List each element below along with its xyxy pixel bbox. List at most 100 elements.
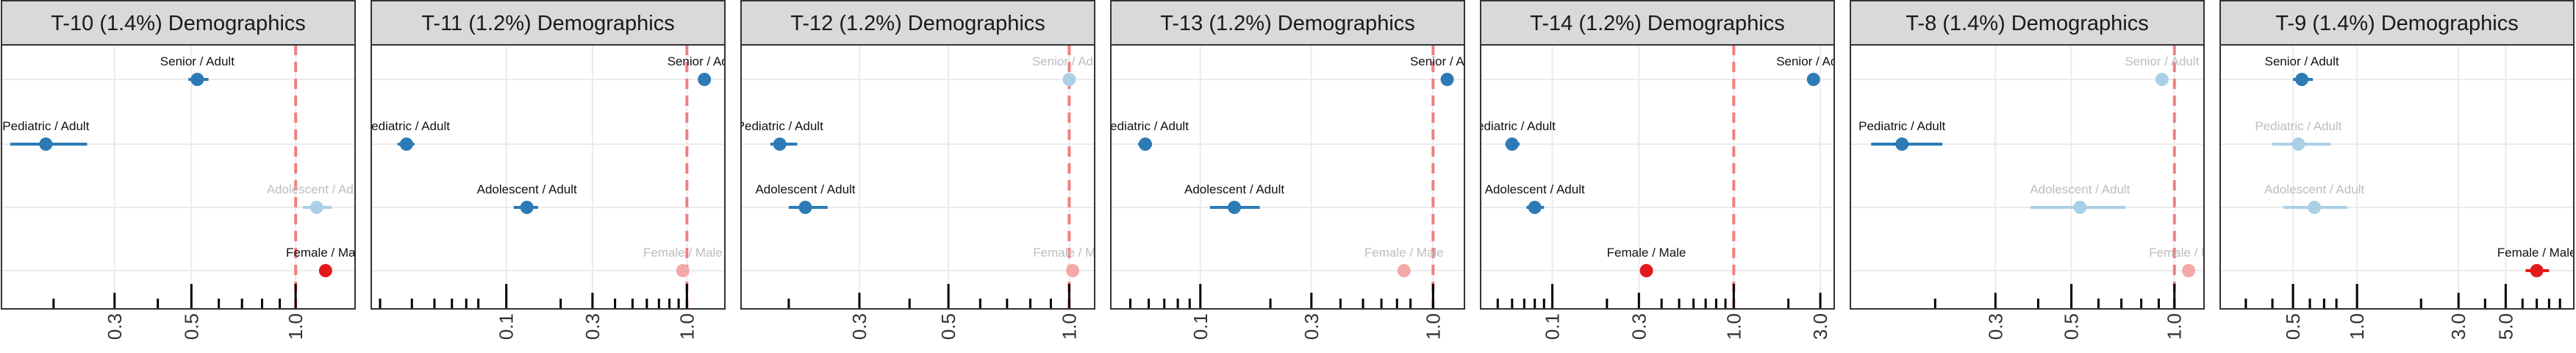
estimate-row: Female / Male	[2497, 246, 2574, 277]
estimate-row: Pediatric / Adult	[1858, 119, 1946, 151]
estimate-label: Female / Male	[1033, 246, 1112, 260]
estimate-row: Pediatric / Adult	[1469, 119, 1556, 151]
estimate-row: Adolescent / Adult	[2264, 182, 2364, 214]
plot-area: Senior / Adult Pediatric / Adult Adolescen…	[371, 45, 725, 309]
estimate-row: Senior / Adult	[1410, 54, 1484, 86]
x-tick-label: 1.0	[1422, 313, 1444, 340]
point-estimate	[1062, 73, 1076, 86]
estimate-row: Adolescent / Adult	[1184, 182, 1284, 214]
estimate-row: Senior / Adult	[2125, 54, 2200, 86]
plot-area: Senior / Adult Pediatric / Adult Adolescen…	[1, 45, 367, 309]
x-tick-label: 1.0	[2164, 313, 2186, 340]
estimate-row: Senior / Adult	[1032, 54, 1106, 86]
estimate-row: Adolescent / Adult	[477, 182, 577, 214]
estimate-label: Female / Male	[2149, 246, 2228, 260]
point-estimate	[1528, 201, 1542, 214]
x-tick-label: 0.5	[937, 313, 959, 340]
point-estimate	[1228, 201, 1242, 214]
panel-title: T-9 (1.4%) Demographics	[2275, 12, 2518, 35]
point-estimate	[190, 73, 204, 86]
x-tick-label: 0.5	[2282, 313, 2304, 340]
estimate-row: Female / Male	[1364, 246, 1444, 277]
point-estimate	[1440, 73, 1454, 86]
point-estimate	[39, 138, 53, 151]
point-estimate	[1505, 138, 1519, 151]
x-tick-label: 1.0	[676, 313, 698, 340]
panel-6: T-8 (1.4%) Demographics Senior / Adult Ped…	[1850, 0, 2228, 340]
estimate-row: Senior / Adult	[668, 54, 725, 86]
panel-1: T-10 (1.4%) Demographics Senior / Adult Pe…	[1, 0, 367, 340]
point-estimate	[1138, 138, 1152, 151]
point-estimate	[2155, 73, 2169, 86]
panel-strip	[1850, 0, 2205, 46]
estimate-row: Senior / Adult	[2264, 54, 2339, 86]
panel-strip	[2219, 0, 2575, 46]
panel-strip	[1110, 0, 1465, 46]
panel-border	[1, 44, 356, 310]
estimate-label: Senior / Adult	[1776, 54, 1850, 68]
point-estimate	[2182, 264, 2196, 277]
estimate-label: Pediatric / Adult	[2255, 119, 2341, 133]
panel-title: T-10 (1.4%) Demographics	[51, 12, 306, 35]
estimate-label: Senior / Adult	[1032, 54, 1106, 68]
estimate-row: Pediatric / Adult	[371, 119, 450, 151]
estimate-label: Adolescent / Adult	[267, 182, 367, 196]
x-tick-label: 5.0	[2494, 313, 2516, 340]
point-estimate	[698, 73, 712, 86]
estimate-label: Adolescent / Adult	[2030, 182, 2130, 196]
panel-title: T-14 (1.2%) Demographics	[1530, 12, 1785, 35]
estimate-label: Senior / Adult	[1410, 54, 1484, 68]
estimate-row: Senior / Adult	[160, 54, 235, 86]
estimate-label: Female / Male	[286, 246, 365, 260]
x-tick-label: 1.0	[1722, 313, 1745, 340]
x-tick-label: 0.5	[2061, 313, 2083, 340]
panel-border	[1480, 44, 1835, 310]
panel-border	[740, 44, 1095, 310]
estimate-row: Adolescent / Adult	[755, 182, 856, 214]
x-tick-label: 3.0	[1809, 313, 1831, 340]
estimate-label: Pediatric / Adult	[2, 119, 89, 133]
panel-strip	[1480, 0, 1835, 46]
point-estimate	[676, 264, 690, 277]
x-tick-label: 0.5	[180, 313, 202, 340]
panel-4: T-13 (1.2%) Demographics Senior / Adult Pe…	[1110, 0, 1484, 340]
estimate-label: Adolescent / Adult	[1184, 182, 1284, 196]
point-estimate	[2073, 201, 2087, 214]
x-tick-label: 1.0	[1058, 313, 1080, 340]
point-estimate	[310, 201, 323, 214]
estimate-row: Senior / Adult	[1776, 54, 1850, 86]
point-estimate	[798, 201, 812, 214]
panel-strip	[371, 0, 726, 46]
panel-border	[1850, 44, 2205, 310]
plot-area: Senior / Adult Pediatric / Adult Adolescen…	[737, 45, 1112, 309]
estimate-label: Pediatric / Adult	[737, 119, 823, 133]
estimate-label: Senior / Adult	[2264, 54, 2339, 68]
estimate-row: Pediatric / Adult	[737, 119, 823, 151]
estimate-row: Female / Male	[286, 246, 365, 277]
point-estimate	[318, 264, 332, 277]
point-estimate	[399, 138, 413, 151]
x-tick-label: 0.3	[1628, 313, 1650, 340]
point-estimate	[1639, 264, 1653, 277]
panel-border	[2219, 44, 2575, 310]
panel-title: T-8 (1.4%) Demographics	[1906, 12, 2148, 35]
estimate-label: Female / Male	[643, 246, 723, 260]
estimate-label: Senior / Adult	[160, 54, 235, 68]
estimate-row: Adolescent / Adult	[267, 182, 367, 214]
estimate-label: Adolescent / Adult	[2264, 182, 2364, 196]
point-estimate	[773, 138, 787, 151]
estimate-row: Pediatric / Adult	[2, 119, 90, 151]
panel-2: T-11 (1.2%) Demographics Senior / Adult Pe…	[371, 0, 726, 340]
point-estimate	[1066, 264, 1080, 277]
estimate-label: Pediatric / Adult	[1469, 119, 1556, 133]
estimate-row: Pediatric / Adult	[1111, 119, 1189, 151]
panel-border	[1110, 44, 1465, 310]
x-tick-label: 0.1	[1542, 313, 1564, 340]
plot-area: Senior / Adult Pediatric / Adult Adolescen…	[1111, 45, 1484, 309]
estimate-label: Adolescent / Adult	[1485, 182, 1585, 196]
x-tick-label: 0.1	[495, 313, 518, 340]
plot-area: Senior / Adult Pediatric / Adult Adolescen…	[1469, 45, 1850, 309]
point-estimate	[2291, 138, 2305, 151]
estimate-row: Female / Male	[1607, 246, 1686, 277]
